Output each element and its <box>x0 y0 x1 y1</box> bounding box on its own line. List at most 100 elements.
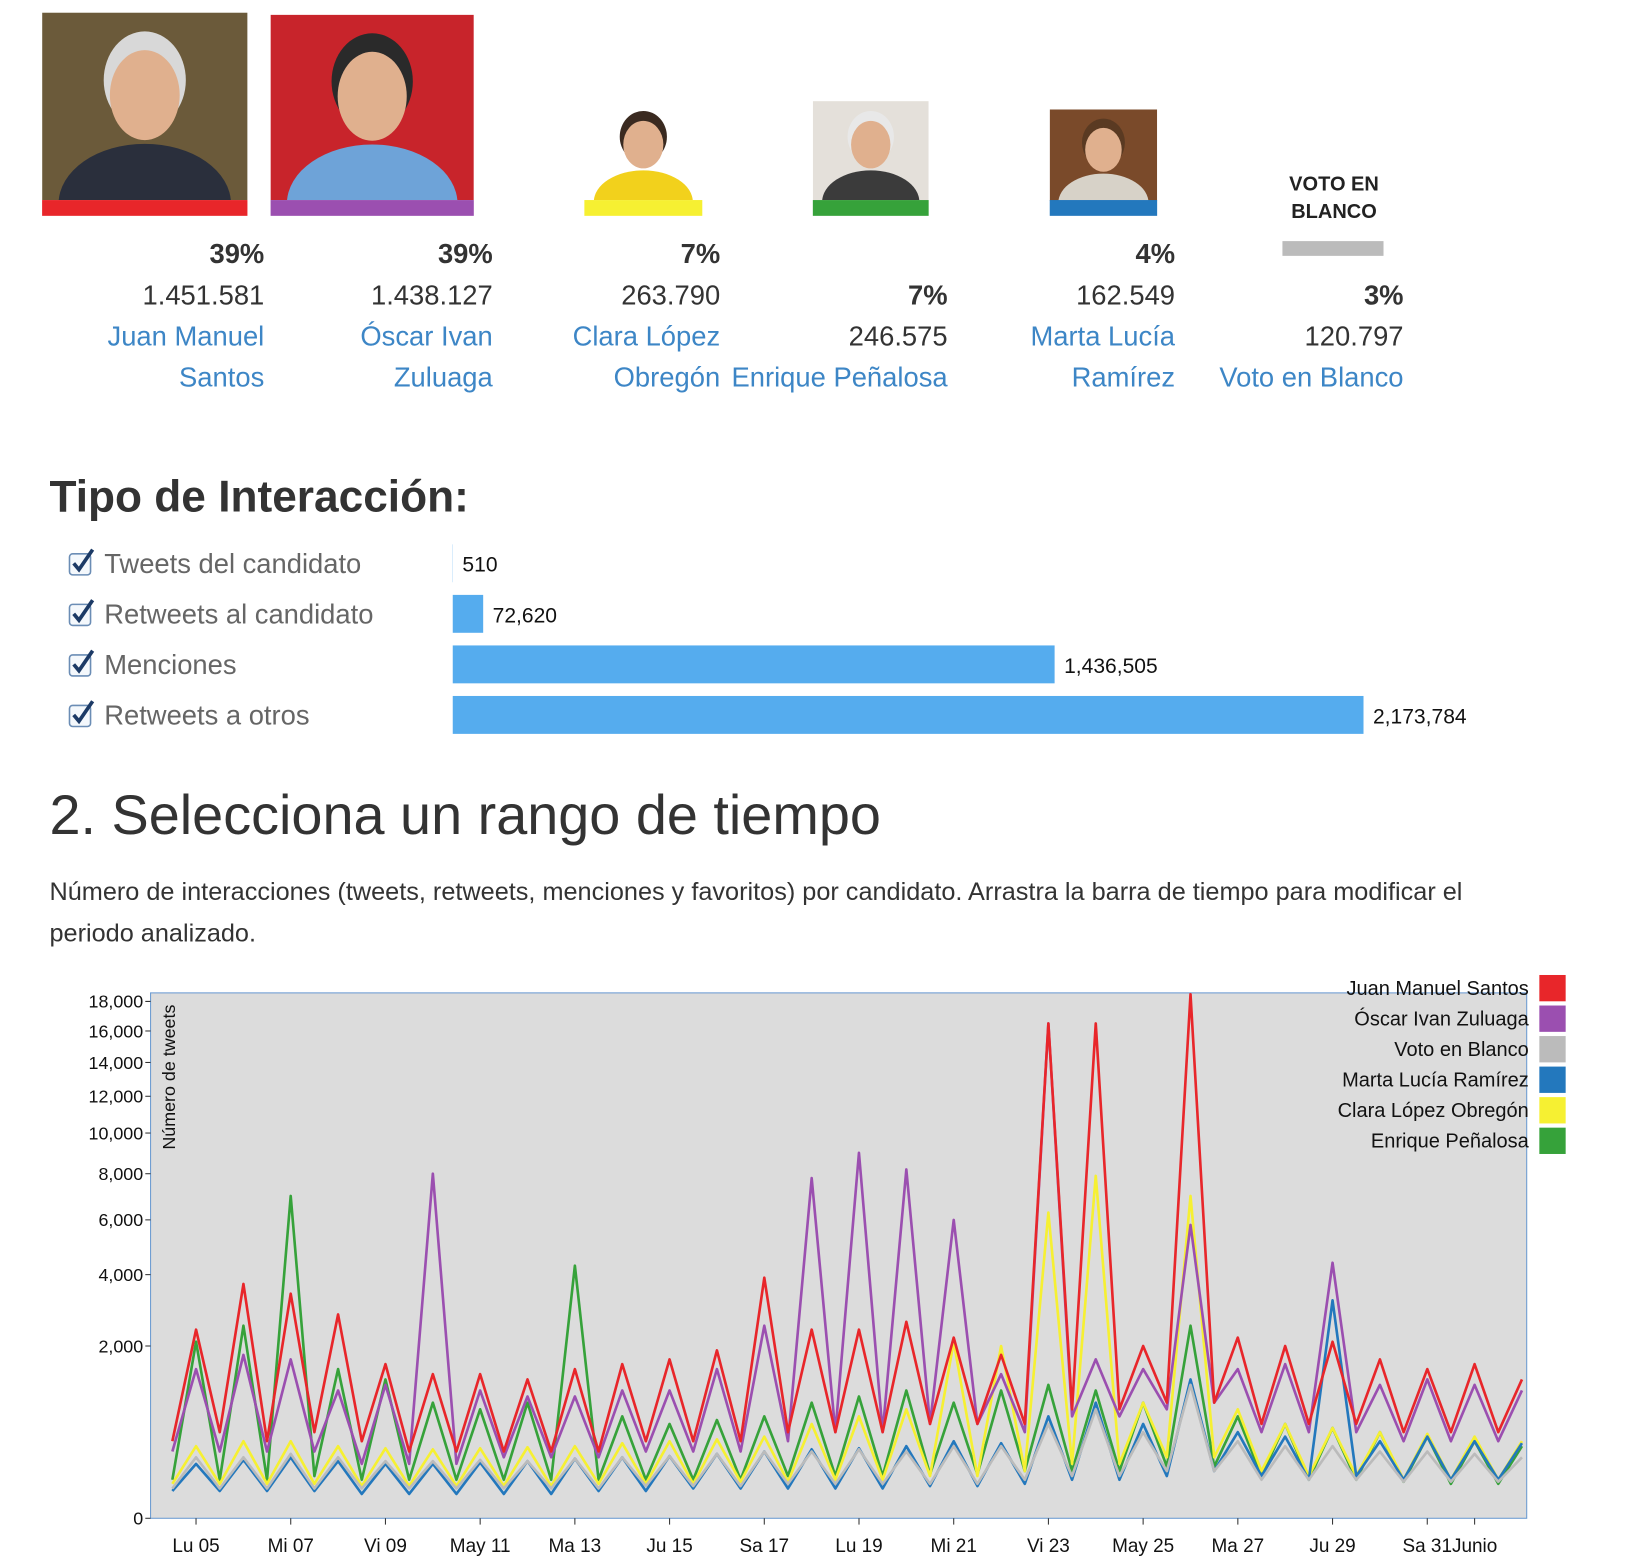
x-tick-label: Ju 15 <box>646 1536 692 1557</box>
legend-swatch <box>1539 1036 1566 1063</box>
plot-area <box>150 992 1528 1519</box>
legend-swatch <box>1539 1097 1566 1124</box>
interaction-title: Tipo de Interacción: <box>49 471 469 522</box>
checkbox-check <box>72 700 95 725</box>
legend-label: Marta Lucía Ramírez <box>1342 1070 1529 1092</box>
checkbox[interactable] <box>68 548 95 576</box>
bar-value-label: 72,620 <box>493 604 557 627</box>
y-tick-label: 4,000 <box>98 1265 143 1285</box>
x-tick-label: Ma 27 <box>1212 1536 1265 1557</box>
photo-face <box>337 51 407 141</box>
checkbox-check <box>72 548 95 573</box>
photo-body <box>822 170 920 201</box>
checkbox[interactable] <box>68 649 95 677</box>
y-axis-label: Número de tweets <box>159 1005 179 1150</box>
candidate-name[interactable]: Óscar Ivan Zuluaga <box>360 320 493 393</box>
x-tick-label: Sa 31 <box>1403 1536 1453 1557</box>
candidate-name[interactable]: Marta Lucía Ramírez <box>1030 320 1176 393</box>
x-tick-label: Ma 13 <box>549 1536 602 1557</box>
y-tick-label: 16,000 <box>89 1021 144 1041</box>
series-line <box>171 1174 1524 1488</box>
x-tick-label: May 11 <box>450 1536 511 1557</box>
series-line <box>171 1022 1524 1466</box>
photo-face <box>623 120 664 169</box>
candidate-color-bar <box>1049 200 1158 216</box>
photo-body <box>287 144 458 201</box>
candidate-name[interactable]: Juan Manuel Santos <box>107 320 265 393</box>
legend-swatch <box>1539 974 1566 1002</box>
candidate-votes: 1.438.127 <box>370 279 493 311</box>
x-tick-label: Vi 09 <box>364 1536 407 1557</box>
x-tick-label: Mi 21 <box>931 1536 977 1557</box>
checkbox-check <box>72 599 95 624</box>
bar <box>452 645 1055 684</box>
candidate-percent: 7% <box>908 279 948 311</box>
candidate-color-bar <box>584 200 703 216</box>
photo-body <box>1058 173 1149 202</box>
legend-label: Óscar Ivan Zuluaga <box>1354 1008 1529 1031</box>
interaction-label: Retweets al candidato <box>104 598 373 629</box>
candidate-name[interactable]: Voto en Blanco <box>1219 361 1404 393</box>
candidate-stats: 4% 162.549 Marta Lucía Ramírez <box>954 234 1175 398</box>
checkbox-check <box>72 649 95 674</box>
series-line <box>171 1383 1523 1490</box>
x-tick-label: Junio <box>1452 1536 1497 1557</box>
photo-body <box>58 143 231 201</box>
candidate-stats: 7% 263.790 Clara López Obregón <box>499 234 721 398</box>
legend-swatch <box>1539 1066 1566 1093</box>
x-tick-label: Lu 19 <box>835 1536 882 1557</box>
candidate-stats: 3% 120.797 Voto en Blanco <box>1182 275 1403 398</box>
y-tick-label: 10,000 <box>89 1123 144 1143</box>
x-tick-label: Ju 29 <box>1309 1536 1355 1557</box>
candidate-photo <box>584 101 703 201</box>
candidate-color-bar <box>1282 241 1384 256</box>
y-tick-label: 12,000 <box>89 1087 144 1107</box>
legend-swatch <box>1539 1127 1566 1154</box>
candidate-photo <box>42 12 248 201</box>
legend-label: Voto en Blanco <box>1394 1039 1529 1061</box>
bar-value-label: 2,173,784 <box>1373 705 1467 728</box>
candidate-color-bar <box>270 200 474 216</box>
legend-label: Juan Manuel Santos <box>1346 978 1528 1000</box>
checkbox[interactable] <box>68 700 95 728</box>
photo-body <box>593 170 693 201</box>
candidate-percent: 3% <box>1363 279 1404 311</box>
candidate-photo <box>1049 109 1158 202</box>
candidate-votes: 120.797 <box>1304 320 1404 352</box>
legend-swatch <box>1539 1005 1566 1032</box>
time-chart: 0 2,000 4,000 6,000 8,000 10,000 12,000 14,000 1… <box>89 974 1566 1557</box>
candidate-name[interactable]: Clara López Obregón <box>572 320 721 393</box>
x-tick-label: Mi 07 <box>268 1536 314 1557</box>
bar-value-label: 1,436,505 <box>1064 655 1158 678</box>
interaction-label: Tweets del candidato <box>104 548 361 579</box>
photo-label: VOTO EN BLANCO <box>1289 173 1379 224</box>
y-tick-label: 18,000 <box>89 992 144 1012</box>
photo-face <box>851 120 891 169</box>
interaction-chart: Tweets del candidato 510 Retweets al candi… <box>68 544 1467 734</box>
x-tick-label: Vi 23 <box>1027 1536 1070 1557</box>
candidate-votes: 1.451.581 <box>142 279 265 311</box>
candidate-color-bar <box>42 200 248 216</box>
bar <box>452 695 1364 734</box>
candidate-percent: 39% <box>437 237 493 270</box>
candidate-percent: 39% <box>209 237 265 270</box>
candidate-votes: 246.575 <box>848 320 948 352</box>
candidate-photo <box>270 14 474 201</box>
series-line <box>171 992 1524 1453</box>
section-title: 2. Selecciona un rango de tiempo <box>49 784 881 847</box>
y-tick-label: 0 <box>133 1509 143 1529</box>
photo-face <box>1085 127 1122 172</box>
candidate-color-bar <box>812 200 929 216</box>
x-tick-label: May 25 <box>1112 1536 1174 1557</box>
photo-face <box>109 50 180 141</box>
bar <box>452 594 484 633</box>
candidate-percent: 7% <box>680 237 721 270</box>
candidate-name[interactable]: Enrique Peñalosa <box>731 361 948 393</box>
checkbox[interactable] <box>68 599 95 627</box>
candidate-votes: 162.549 <box>1076 279 1176 311</box>
y-tick-label: 2,000 <box>98 1336 143 1356</box>
y-tick-label: 14,000 <box>89 1053 144 1073</box>
legend-label: Clara López Obregón <box>1338 1100 1529 1122</box>
